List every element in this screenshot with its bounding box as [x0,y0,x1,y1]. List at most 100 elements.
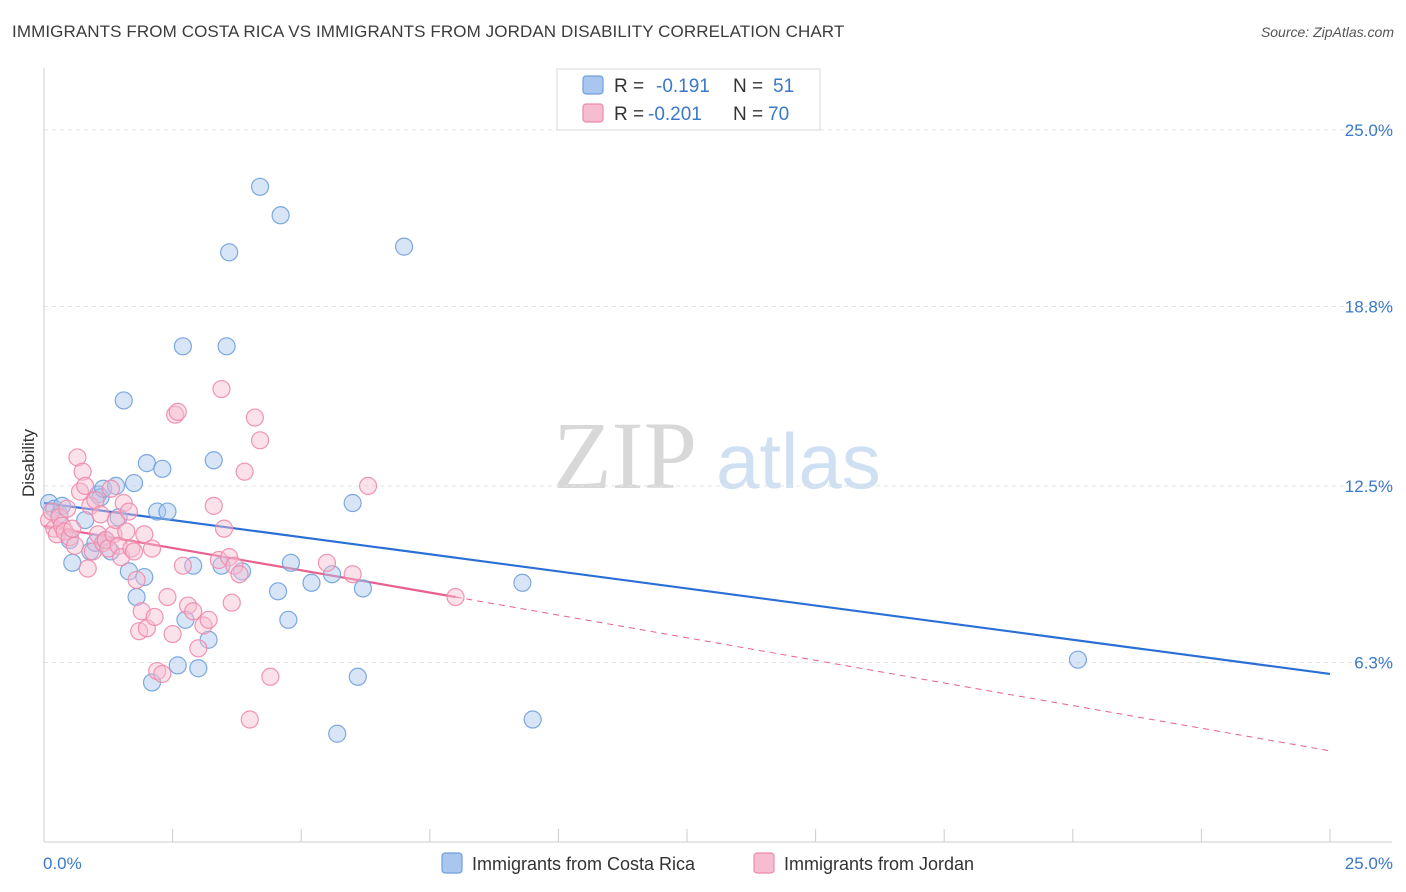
y-tick-label: 6.3% [1354,654,1393,673]
legend-r-value-2: -0.201 [648,104,702,125]
jordan-point [65,536,84,555]
costa-rica-point [328,724,347,743]
chart-title: IMMIGRANTS FROM COSTA RICA VS IMMIGRANTS… [12,22,845,41]
costa-rica-point [52,496,72,515]
jordan-point [225,556,244,575]
costa-rica-point [204,451,223,470]
chart-source: Source: ZipAtlas.com [1260,24,1394,40]
jordan-point [220,548,239,567]
jordan-point [235,462,254,481]
costa-rica-point [343,493,362,513]
jordan-point [135,525,154,544]
jordan-point [153,664,172,684]
costa-rica-point [322,565,342,584]
jordan-point [204,496,223,515]
jordan-point [86,491,105,510]
costa-rica-point [137,454,156,473]
legend-swatch-costa-rica [582,75,604,95]
legend-r-label-2: R = [614,104,644,125]
jordan-point [58,499,77,518]
jordan-point [189,639,208,658]
jordan-point [163,624,182,644]
watermark-zip: ZIP [553,402,697,509]
costa-rica-point [302,573,321,592]
series-legend-label-jordan: Immigrants from Jordan [784,854,974,874]
jordan-point [317,553,337,572]
y-tick-label: 18.8% [1345,297,1393,316]
costa-rica-point [114,391,133,410]
costa-rica-point [184,556,203,575]
costa-rica-point [1068,650,1088,669]
costa-rica-point [168,656,187,675]
jordan-point [124,542,144,561]
jordan-trend-line [43,524,456,599]
costa-rica-point [513,573,532,592]
jordan-point [63,519,82,538]
costa-rica-point [173,337,192,356]
jordan-point [446,587,465,607]
jordan-point [101,479,120,498]
jordan-point [91,505,110,524]
jordan-point [142,539,162,558]
legend-r-value-1: -0.191 [656,76,710,97]
jordan-trend-extension [455,596,1331,752]
costa-rica-point [281,553,301,572]
jordan-point [184,602,203,621]
jordan-point [114,493,133,513]
costa-rica-point [394,237,414,256]
costa-rica-point [523,710,542,729]
jordan-point [70,482,90,501]
legend-n-value-1: 51 [773,76,794,97]
gridlines [44,129,1392,664]
jordan-point [148,661,167,681]
jordan-point [73,462,92,481]
jordan-point [343,565,362,584]
jordan-point [78,559,97,578]
costa-rica-point [250,177,270,196]
jordan-point [117,522,136,541]
legend-n-label-2: N = [733,104,763,125]
costa-rica-point [148,502,167,521]
jordan-point [106,510,126,530]
series-legend-swatch-costa-rica [441,852,463,874]
jordan-point [178,596,198,615]
jordan-point [127,570,146,590]
costa-rica-point [124,473,144,493]
stats-legend: R = -0.191 N = 51 R = -0.201 N = 70 [556,68,821,131]
costa-rica-point [268,582,288,601]
costa-rica-point [158,502,177,521]
jordan-point [76,476,95,496]
legend-r-label-1: R = [614,76,644,97]
jordan-point [214,519,234,538]
jordan-point [250,431,270,450]
jordan-point [194,616,213,635]
y-axis-label: Disability [19,428,38,497]
legend-n-value-2: 70 [768,104,789,125]
costa-rica-point [353,579,373,598]
y-tick-label: 12.5% [1345,477,1393,496]
jordan-point [68,448,87,467]
legend-n-label-1: N = [733,76,763,97]
jordan-point [173,556,192,575]
costa-rica-point [279,610,298,629]
jordan-point [245,408,265,427]
jordan-point [158,587,177,607]
costa-rica-point [106,476,126,496]
jordan-point [119,502,138,521]
jordan-point [166,405,185,424]
y-tick-label: 25.0% [1345,121,1393,140]
costa-rica-point [271,206,290,225]
jordan-point [230,565,249,584]
jordan-point [222,593,241,612]
costa-rica-point [189,659,208,678]
jordan-point [261,667,280,686]
axes [43,68,1392,843]
costa-rica-point [153,459,172,478]
jordan-point [240,710,259,729]
costa-rica-point [217,337,236,356]
x-tick-label: 25.0% [1345,854,1393,873]
series-legend-label-costa-rica: Immigrants from Costa Rica [472,854,696,874]
jordan-point [199,610,218,629]
costa-rica-trend-line [43,501,1331,676]
